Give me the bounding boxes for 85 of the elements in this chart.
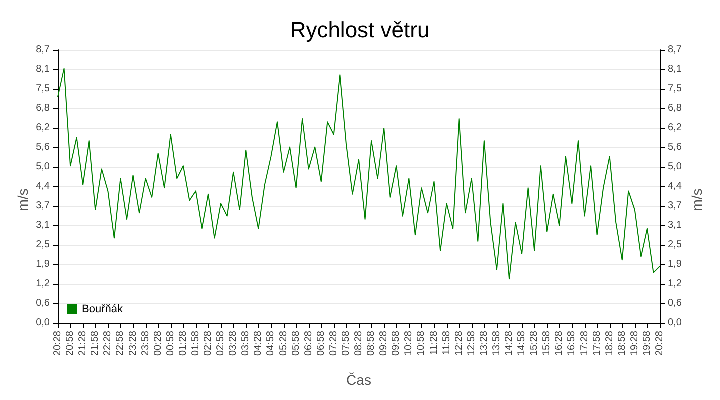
x-tick-label: 14:58 <box>516 330 528 356</box>
x-tick-label: 23:58 <box>140 330 152 356</box>
x-tick-label: 05:28 <box>278 330 290 356</box>
x-tick-label: 21:58 <box>90 330 102 356</box>
x-tick-label: 01:58 <box>190 330 202 356</box>
x-tick-label: 20:28 <box>654 330 666 356</box>
x-tick-label: 22:28 <box>102 330 114 356</box>
x-tick-label: 13:28 <box>478 330 490 356</box>
line-series <box>58 68 660 280</box>
x-tick-label: 08:58 <box>366 330 378 356</box>
y-tick-label: 5,6 <box>36 142 50 153</box>
y2-tick-label: 8,7 <box>668 44 682 56</box>
x-tick-label: 02:58 <box>216 330 227 356</box>
y2-tick-label: 6,2 <box>668 122 682 134</box>
x-tick-label: 21:28 <box>78 330 89 356</box>
x-tick-label: 14:28 <box>504 330 515 356</box>
y-tick-label: 5,0 <box>36 162 50 173</box>
x-tick-label: 10:58 <box>416 330 428 356</box>
x-tick-label: 22:58 <box>115 330 126 356</box>
y-tick-label: 4,4 <box>36 181 50 192</box>
x-tick-label: 07:58 <box>340 330 352 356</box>
y-tick-label: 3,1 <box>36 220 50 232</box>
x-tick-label: 10:28 <box>404 330 415 356</box>
x-axis-title: Čas <box>346 372 372 388</box>
x-tick-label: 17:28 <box>579 330 590 356</box>
x-tick-label: 09:28 <box>378 330 390 356</box>
x-tick-label: 15:58 <box>542 330 553 356</box>
x-tick-label: 04:58 <box>266 330 277 356</box>
y-tick-label: 1,2 <box>36 278 50 290</box>
x-tick-label: 00:28 <box>152 330 164 356</box>
y-tick-label: 0,0 <box>36 318 50 328</box>
x-tick-label: 16:58 <box>566 330 578 356</box>
x-tick-label: 13:58 <box>491 330 502 356</box>
y2-tick-label: 2,5 <box>668 239 682 250</box>
chart-title: Rychlost větru <box>290 18 430 42</box>
x-tick-label: 05:58 <box>290 330 302 356</box>
y2-tick-label: 7,5 <box>668 84 682 95</box>
x-tick-label: 03:58 <box>240 330 252 356</box>
x-tick-label: 19:28 <box>629 330 640 356</box>
y2-tick-label: 0,6 <box>668 298 682 310</box>
x-tick-label: 17:58 <box>592 330 603 356</box>
y2-tick-label: 0,0 <box>668 318 682 328</box>
y-tick-label: 1,9 <box>36 259 50 270</box>
x-tick-label: 03:28 <box>228 330 240 356</box>
x-tick-label: 11:58 <box>441 330 452 356</box>
x-tick-label: 18:28 <box>604 330 616 356</box>
y-tick-label: 8,1 <box>36 64 50 75</box>
y-tick-label: 3,7 <box>36 200 50 212</box>
y2-tick-label: 5,6 <box>668 142 682 153</box>
y2-tick-label: 5,0 <box>668 162 682 173</box>
x-tick-label: 09:58 <box>391 330 402 356</box>
y-tick-label: 2,5 <box>36 239 50 250</box>
x-tick-label: 02:28 <box>203 330 214 356</box>
y-tick-label: 8,7 <box>36 44 50 56</box>
legend-label: Bouřňák <box>82 304 124 316</box>
x-tick-label: 11:28 <box>428 330 440 356</box>
x-tick-label: 06:58 <box>316 330 327 356</box>
x-tick-label: 12:28 <box>454 330 465 356</box>
y2-axis-title: m/s <box>689 188 705 212</box>
y-tick-label: 7,5 <box>36 84 50 95</box>
y2-tick-label: 3,1 <box>668 220 682 232</box>
x-tick-label: 20:58 <box>65 330 76 356</box>
y-tick-label: 6,2 <box>36 122 50 134</box>
x-tick-label: 20:28 <box>52 330 64 356</box>
y2-tick-label: 1,9 <box>668 259 682 270</box>
x-tick-label: 23:28 <box>128 330 139 356</box>
x-tick-label: 08:28 <box>354 330 364 356</box>
x-tick-label: 12:58 <box>466 330 478 356</box>
x-tick-label: 19:58 <box>642 330 653 356</box>
x-tick-label: 01:28 <box>178 330 189 356</box>
y2-tick-label: 1,2 <box>668 278 682 290</box>
x-tick-label: 00:58 <box>165 330 176 356</box>
x-tick-label: 16:28 <box>554 330 566 356</box>
x-tick-label: 15:28 <box>529 330 540 356</box>
y2-tick-label: 8,1 <box>668 64 682 75</box>
y-axis-title: m/s <box>15 188 31 212</box>
x-tick-label: 04:28 <box>253 330 264 356</box>
x-tick-label: 06:28 <box>303 330 314 356</box>
x-tick-label: 18:58 <box>616 330 628 356</box>
y2-tick-label: 4,4 <box>668 181 682 192</box>
x-tick-label: 07:28 <box>328 330 340 356</box>
y-tick-label: 0,6 <box>36 298 50 310</box>
y-tick-label: 6,8 <box>36 102 50 114</box>
y2-tick-label: 3,7 <box>668 200 682 212</box>
y2-tick-label: 6,8 <box>668 102 682 114</box>
